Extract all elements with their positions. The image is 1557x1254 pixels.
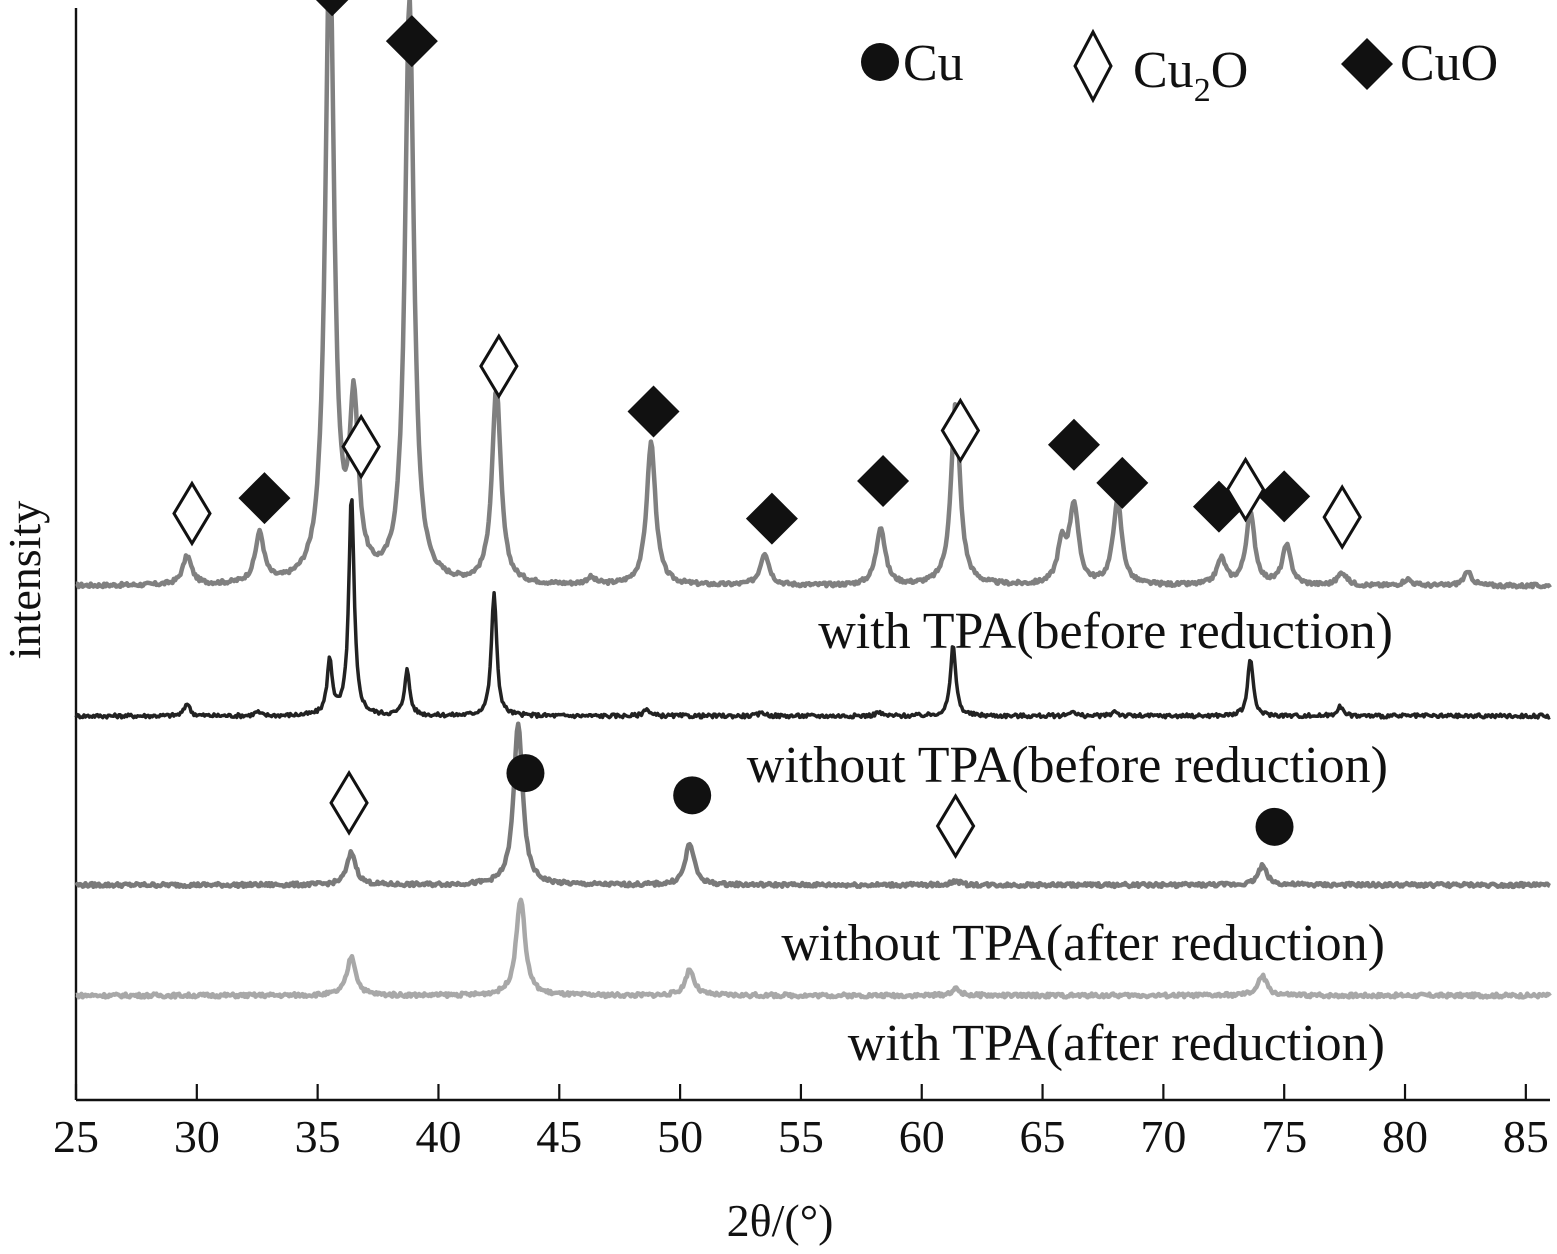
x-ticks: 25 30 35 40 45 50 55 60 65 70 75 80 85 — [53, 1084, 1549, 1162]
phase-marker-open-diamond — [479, 333, 519, 400]
legend-label: Cu — [903, 35, 964, 92]
series-line — [74, 721, 1551, 890]
x-tick-label: 60 — [899, 1111, 945, 1162]
phase-marker-filled-diamond — [857, 455, 910, 508]
phase-marker-filled-diamond — [385, 15, 438, 68]
y-axis-title: intensity — [0, 501, 50, 659]
phase-marker-filled-diamond — [315, 0, 349, 17]
phase-marker-filled-circle — [673, 776, 712, 815]
x-tick-label: 80 — [1382, 1111, 1428, 1162]
phase-marker-open-diamond — [1322, 484, 1362, 551]
series-layer — [74, 0, 1552, 1000]
x-tick-label: 70 — [1140, 1111, 1186, 1162]
phase-marker-filled-diamond — [1096, 456, 1149, 509]
phase-marker-open-diamond — [341, 413, 381, 480]
phase-marker-filled-diamond — [1047, 418, 1100, 471]
x-tick-label: 75 — [1261, 1111, 1307, 1162]
series-line — [75, 897, 1552, 1000]
x-tick-label: 85 — [1503, 1111, 1549, 1162]
series-line — [75, 0, 1552, 590]
phase-marker-filled-circle — [1255, 807, 1294, 846]
phase-marker-open-diamond — [172, 480, 212, 547]
series-label: with TPA(before reduction) — [818, 603, 1393, 660]
phase-marker-filled-diamond — [1258, 470, 1311, 523]
phase-markers — [172, 0, 1362, 859]
legend-cuo-marker — [1341, 38, 1393, 90]
legend-cu2o-marker — [1073, 28, 1113, 104]
x-tick-label: 25 — [53, 1111, 99, 1162]
phase-marker-filled-diamond — [627, 385, 680, 438]
series-label: with TPA(after reduction) — [848, 1015, 1385, 1072]
phase-marker-filled-circle — [506, 754, 545, 793]
series-label: without TPA(before reduction) — [747, 737, 1388, 794]
x-axis-title: 2θ/(°) — [727, 1195, 834, 1246]
legend-cu-marker — [861, 43, 899, 81]
legend-label: CuO — [1400, 35, 1498, 92]
legend-label: Cu2O — [1133, 42, 1248, 109]
series-line — [74, 498, 1551, 720]
x-tick-label: 30 — [174, 1111, 220, 1162]
x-tick-label: 55 — [778, 1111, 824, 1162]
phase-marker-open-diamond — [1225, 456, 1266, 523]
phase-marker-filled-diamond — [238, 472, 291, 525]
phase-marker-open-diamond — [940, 397, 981, 464]
x-tick-label: 65 — [1020, 1111, 1066, 1162]
phase-marker-open-diamond — [329, 769, 369, 836]
series-label: without TPA(after reduction) — [781, 915, 1385, 972]
legend: Cu Cu2O CuO — [861, 28, 1498, 109]
x-tick-label: 40 — [415, 1111, 461, 1162]
series-labels: with TPA(before reduction) without TPA(b… — [747, 603, 1393, 1072]
x-tick-label: 45 — [536, 1111, 582, 1162]
plot-frame — [74, 8, 1550, 1102]
phase-marker-open-diamond — [935, 793, 976, 859]
x-tick-label: 35 — [295, 1111, 341, 1162]
x-tick-label: 50 — [657, 1111, 703, 1162]
phase-marker-filled-diamond — [745, 492, 798, 545]
